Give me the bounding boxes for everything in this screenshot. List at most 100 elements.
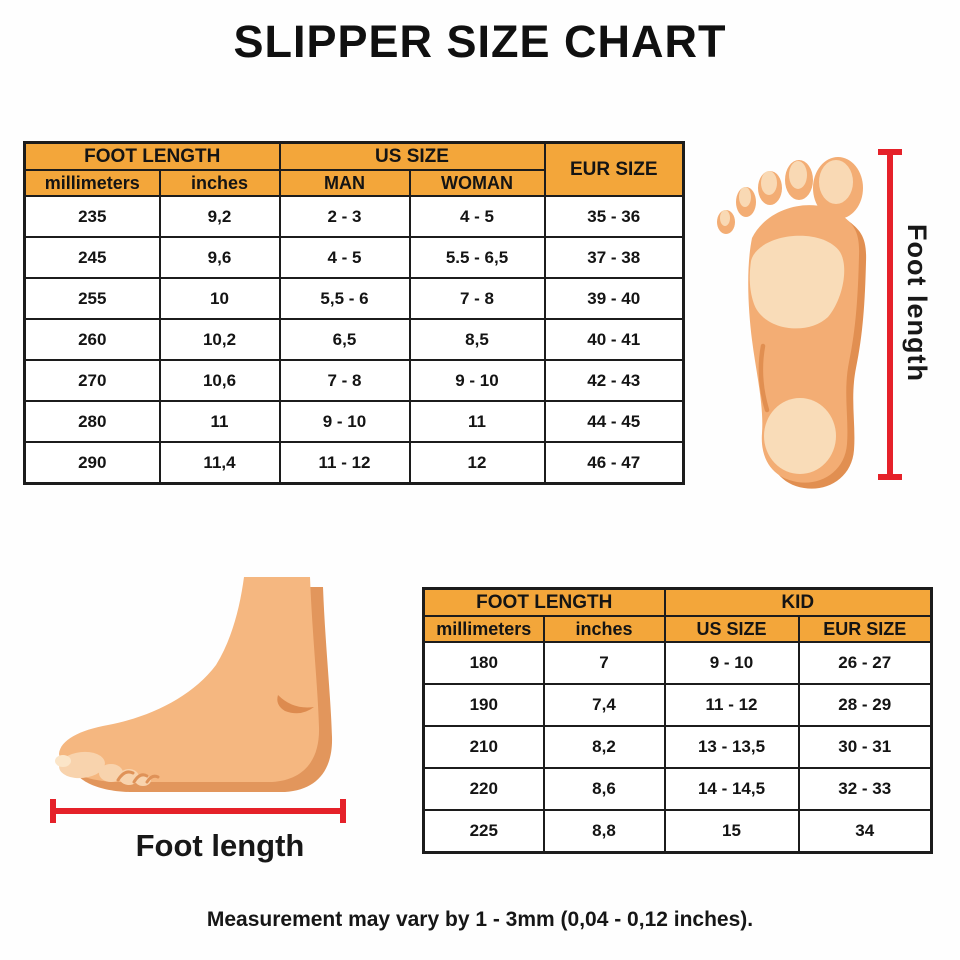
table-cell: 26 - 27 — [797, 641, 933, 685]
ball-pad — [749, 235, 845, 329]
table-cell: 2 - 3 — [278, 195, 411, 238]
table-row: 235 9,2 2 - 3 4 - 5 35 - 36 — [23, 195, 685, 238]
table-cell: 46 - 47 — [543, 441, 685, 485]
table-cell: 5.5 - 6,5 — [408, 236, 546, 279]
table-cell: 12 — [408, 441, 546, 485]
table-cell: 5,5 - 6 — [278, 277, 411, 320]
table-cell: 11 — [408, 400, 546, 443]
table-cell: 37 - 38 — [543, 236, 685, 279]
table-cell: 180 — [422, 641, 545, 685]
kid-size-table: FOOT LENGTH KID millimeters inches US SI… — [422, 587, 934, 854]
table-cell: 8,5 — [408, 318, 546, 361]
table-cell: 6,5 — [278, 318, 411, 361]
table-row: 210 8,2 13 - 13,5 30 - 31 — [422, 725, 933, 769]
table-cell: 39 - 40 — [543, 277, 685, 320]
table-cell: 13 - 13,5 — [663, 725, 800, 769]
heel-pad — [764, 398, 836, 474]
adult-header-woman: WOMAN — [408, 169, 546, 197]
kid-header-foot-length: FOOT LENGTH — [422, 587, 666, 617]
foot-sole-illustration — [717, 157, 867, 489]
table-cell: 35 - 36 — [543, 195, 685, 238]
table-cell: 40 - 41 — [543, 318, 685, 361]
kid-header-us-size: US SIZE — [663, 615, 800, 643]
table-row: 270 10,6 7 - 8 9 - 10 42 - 43 — [23, 359, 685, 402]
table-cell: 210 — [422, 725, 545, 769]
foot-side-illustration — [55, 577, 333, 792]
table-cell: 34 — [797, 809, 933, 854]
foot-length-label-vertical: Foot length — [902, 224, 932, 382]
table-cell: 11 — [158, 400, 281, 443]
arch-crease — [758, 343, 770, 413]
adult-header-eur-size: EUR SIZE — [543, 141, 685, 197]
table-cell: 30 - 31 — [797, 725, 933, 769]
table-cell: 11 - 12 — [663, 683, 800, 727]
foot-length-label-horizontal: Foot length — [135, 828, 305, 863]
table-cell: 225 — [422, 809, 545, 854]
table-cell: 7,4 — [542, 683, 666, 727]
table-cell: 10 — [158, 277, 281, 320]
table-cell: 280 — [23, 400, 161, 443]
measurement-note: Measurement may vary by 1 - 3mm (0,04 - … — [206, 908, 754, 931]
table-cell: 10,2 — [158, 318, 281, 361]
table-row: 225 8,8 15 34 — [422, 809, 933, 854]
kid-header-kid: KID — [663, 587, 933, 617]
table-cell: 190 — [422, 683, 545, 727]
table-cell: 245 — [23, 236, 161, 279]
table-cell: 235 — [23, 195, 161, 238]
table-cell: 7 - 8 — [278, 359, 411, 402]
table-cell: 8,8 — [542, 809, 666, 854]
adult-size-table: FOOT LENGTH US SIZE EUR SIZE millimeters… — [23, 141, 685, 485]
table-cell: 7 — [542, 641, 666, 685]
table-cell: 270 — [23, 359, 161, 402]
table-cell: 4 - 5 — [278, 236, 411, 279]
table-row: 220 8,6 14 - 14,5 32 - 33 — [422, 767, 933, 811]
table-cell: 255 — [23, 277, 161, 320]
table-cell: 32 - 33 — [797, 767, 933, 811]
table-row: 180 7 9 - 10 26 - 27 — [422, 641, 933, 685]
table-cell: 9 - 10 — [663, 641, 800, 685]
table-cell: 44 - 45 — [543, 400, 685, 443]
kid-group-header-row: FOOT LENGTH KID — [422, 587, 933, 617]
kid-header-eur-size: EUR SIZE — [797, 615, 933, 643]
table-cell: 7 - 8 — [408, 277, 546, 320]
kid-header-inches: inches — [542, 615, 666, 643]
table-row: 280 11 9 - 10 11 44 - 45 — [23, 400, 685, 443]
kid-sub-header-row: millimeters inches US SIZE EUR SIZE — [422, 615, 933, 643]
toes-icon — [717, 157, 863, 234]
table-row: 290 11,4 11 - 12 12 46 - 47 — [23, 441, 685, 485]
horizontal-measure-arrow — [50, 799, 346, 823]
adult-header-inches: inches — [158, 169, 281, 197]
measure-line-vertical — [887, 149, 893, 480]
adult-header-foot-length: FOOT LENGTH — [23, 141, 281, 171]
table-cell: 10,6 — [158, 359, 281, 402]
adult-group-header-row: FOOT LENGTH US SIZE EUR SIZE — [23, 141, 685, 197]
table-cell: 42 - 43 — [543, 359, 685, 402]
table-cell: 11,4 — [158, 441, 281, 485]
table-cell: 11 - 12 — [278, 441, 411, 485]
kid-header-millimeters: millimeters — [422, 615, 545, 643]
table-cell: 9 - 10 — [408, 359, 546, 402]
adult-header-us-size: US SIZE — [278, 141, 546, 171]
table-cell: 220 — [422, 767, 545, 811]
table-cell: 9 - 10 — [278, 400, 411, 443]
table-cell: 8,2 — [542, 725, 666, 769]
table-cell: 15 — [663, 809, 800, 854]
table-row: 190 7,4 11 - 12 28 - 29 — [422, 683, 933, 727]
table-cell: 4 - 5 — [408, 195, 546, 238]
table-cell: 14 - 14,5 — [663, 767, 800, 811]
table-row: 245 9,6 4 - 5 5.5 - 6,5 37 - 38 — [23, 236, 685, 279]
table-cell: 9,6 — [158, 236, 281, 279]
adult-header-millimeters: millimeters — [23, 169, 161, 197]
toe-details — [55, 751, 160, 786]
page-title: SLIPPER SIZE CHART — [233, 16, 727, 67]
adult-header-man: MAN — [278, 169, 411, 197]
measure-line-horizontal — [50, 808, 346, 814]
table-row: 255 10 5,5 - 6 7 - 8 39 - 40 — [23, 277, 685, 320]
vertical-measure-arrow — [878, 149, 902, 480]
table-cell: 28 - 29 — [797, 683, 933, 727]
table-row: 260 10,2 6,5 8,5 40 - 41 — [23, 318, 685, 361]
adult-sub-header-row: millimeters inches MAN WOMAN — [23, 169, 684, 197]
measure-cap-right — [340, 799, 346, 823]
table-cell: 8,6 — [542, 767, 666, 811]
